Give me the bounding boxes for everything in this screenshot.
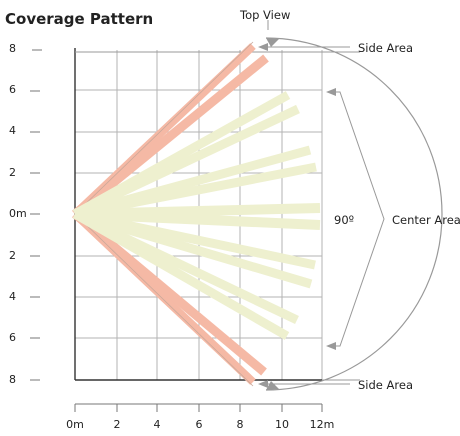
side-beams-bottom <box>72 210 267 385</box>
top-view-label: Top View <box>239 8 290 22</box>
x-tick-label: 0m <box>66 418 84 431</box>
side-area-bottom-arrowhead <box>258 380 268 388</box>
center-beams <box>72 91 321 340</box>
x-tick-label: 6 <box>196 418 203 431</box>
y-tick-label: 0m <box>9 207 27 220</box>
y-tick-label: 2 <box>9 249 16 262</box>
y-tick-label: 4 <box>9 124 16 137</box>
side-area-top-arrowhead <box>258 43 268 51</box>
diagram-title: Coverage Pattern <box>5 10 153 28</box>
coverage-arc <box>265 37 443 391</box>
x-axis <box>74 403 323 412</box>
angle-label: 90º <box>334 213 354 227</box>
y-tick-label: 4 <box>9 290 16 303</box>
y-tick-label: 6 <box>9 331 16 344</box>
center-area-bracket <box>332 91 385 347</box>
side-beams-top <box>72 43 269 218</box>
x-tick-label: 2 <box>114 418 121 431</box>
x-tick-label: 10 <box>275 418 289 431</box>
coverage-arc-arrow-bottom <box>266 381 279 390</box>
y-tick-label: 6 <box>9 83 16 96</box>
y-tick-label: 2 <box>9 166 16 179</box>
side-zone-outline <box>74 41 254 387</box>
side-area-top-label: Side Area <box>358 41 413 55</box>
y-axis <box>30 49 42 381</box>
y-tick-label: 8 <box>9 373 16 386</box>
side-area-bottom-label: Side Area <box>358 378 413 392</box>
center-area-arrow-bottom <box>326 342 336 350</box>
center-area-arrow-top <box>326 88 336 96</box>
x-tick-label: 4 <box>154 418 161 431</box>
x-tick-label: 12m <box>310 418 335 431</box>
x-tick-label: 8 <box>237 418 244 431</box>
y-tick-label: 8 <box>9 42 16 55</box>
x-tick-labels: 0m 2 4 6 8 10 12m <box>66 418 334 431</box>
coverage-arc-arrow-top <box>266 38 279 47</box>
center-area-label: Center Area <box>392 213 460 227</box>
y-tick-labels: 8 6 4 2 0m 2 4 6 8 <box>9 42 27 386</box>
